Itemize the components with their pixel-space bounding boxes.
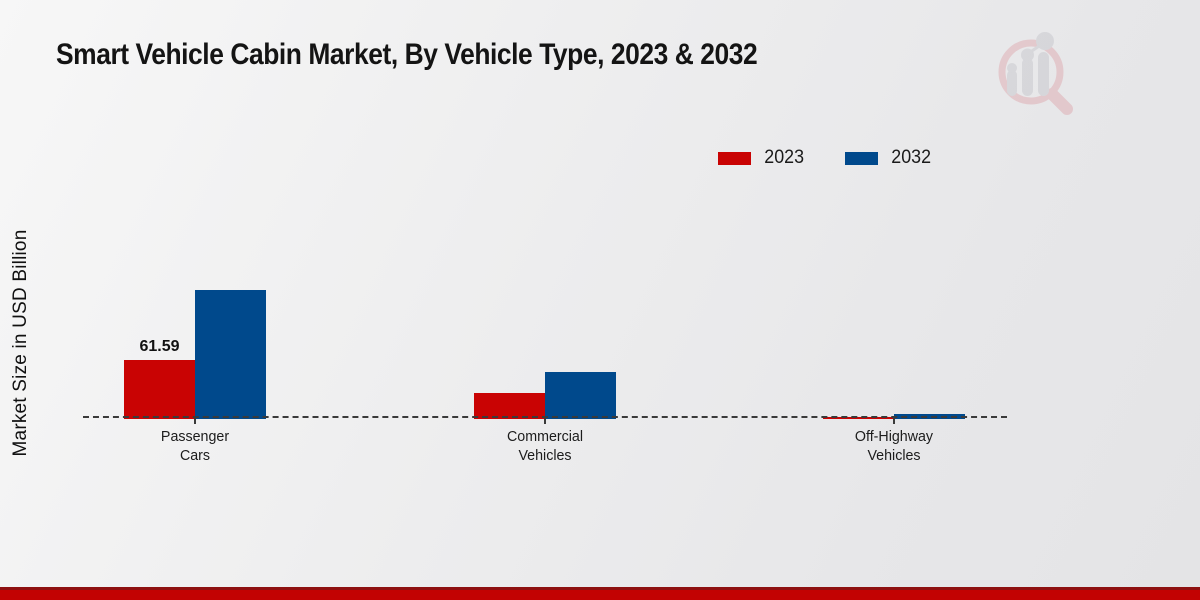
bar-2023-cat2 — [823, 417, 894, 419]
x-axis-baseline — [83, 416, 1007, 418]
legend: 2023 2032 — [718, 147, 933, 169]
x-axis-tick — [544, 418, 546, 424]
bar-2023-cat1 — [474, 393, 545, 419]
category-label-1: Commercial Vehicles — [506, 428, 583, 464]
x-axis-tick — [893, 418, 895, 424]
category-label-2: Off-Highway Vehicles — [854, 428, 934, 464]
category-label-0: Passenger Cars — [160, 428, 230, 464]
bar-2032-cat1 — [545, 372, 616, 419]
footer-red-band — [0, 587, 1200, 600]
legend-item-2023: 2023 — [718, 147, 805, 169]
bar-value-label: 61.59 — [139, 338, 180, 355]
legend-label-2023: 2023 — [764, 147, 805, 168]
legend-swatch-2023 — [718, 151, 751, 165]
bar-2032-cat0 — [195, 290, 266, 419]
legend-item-2032: 2032 — [845, 147, 932, 169]
chart-title: Smart Vehicle Cabin Market, By Vehicle T… — [56, 38, 758, 71]
bar-2023-cat0 — [124, 360, 195, 419]
x-axis-tick — [194, 418, 196, 424]
magnifier-bar-chart-logo-icon — [998, 32, 1073, 115]
legend-label-2032: 2032 — [891, 147, 932, 168]
legend-swatch-2032 — [845, 151, 879, 165]
